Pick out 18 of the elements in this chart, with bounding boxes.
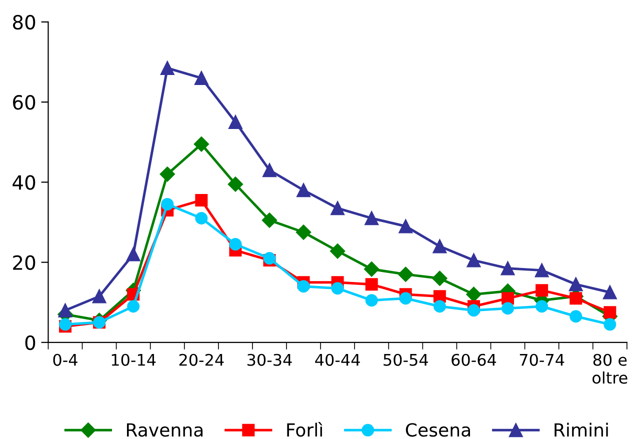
y-tick-label: 20 [13,255,36,270]
y-tick-label: 60 [13,95,36,110]
legend-label: Forlì [287,422,322,437]
legend-label: Cesena [406,423,470,437]
legend-label: Ravenna [126,423,203,437]
y-tick-label: 0 [25,335,36,350]
x-tick-label: 50-54 [384,354,428,366]
x-tick-label: 60-64 [452,354,496,366]
x-tick-label: 20-24 [179,354,224,366]
x-tick-label: 40-44 [315,354,360,366]
x-tick-label: 80 e oltre [592,354,628,384]
x-tick-label: 30-34 [248,354,292,366]
x-tick-label: 70-74 [520,354,564,366]
y-tick-label: 40 [12,175,36,190]
x-tick-label: 0-4 [53,354,78,366]
x-tick-label: 10-14 [112,354,156,366]
legend-label: Rimini [554,422,608,436]
y-tick-label: 80 [12,14,36,30]
